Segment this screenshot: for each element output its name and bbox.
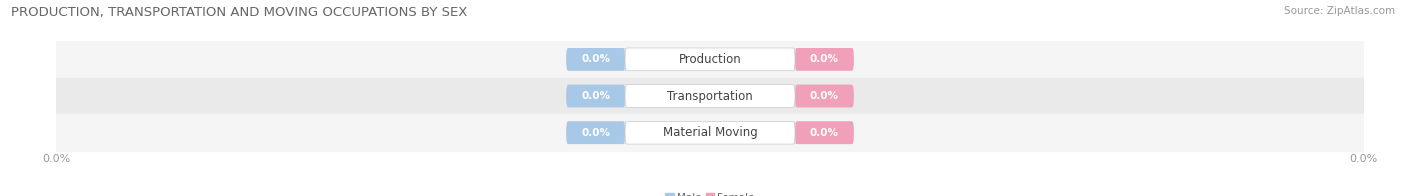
FancyBboxPatch shape	[567, 121, 626, 144]
FancyBboxPatch shape	[626, 48, 794, 71]
Text: 0.0%: 0.0%	[581, 91, 610, 101]
Text: Source: ZipAtlas.com: Source: ZipAtlas.com	[1284, 6, 1395, 16]
Legend: Male, Female: Male, Female	[661, 188, 759, 196]
FancyBboxPatch shape	[567, 48, 853, 71]
Text: 0.0%: 0.0%	[810, 91, 839, 101]
Text: 0.0%: 0.0%	[810, 54, 839, 64]
FancyBboxPatch shape	[794, 121, 853, 144]
Bar	[56, 114, 1364, 151]
Text: 0.0%: 0.0%	[581, 128, 610, 138]
FancyBboxPatch shape	[567, 85, 853, 107]
Text: PRODUCTION, TRANSPORTATION AND MOVING OCCUPATIONS BY SEX: PRODUCTION, TRANSPORTATION AND MOVING OC…	[11, 6, 468, 19]
Text: Material Moving: Material Moving	[662, 126, 758, 139]
FancyBboxPatch shape	[567, 48, 626, 71]
Text: 0.0%: 0.0%	[581, 54, 610, 64]
Text: 0.0%: 0.0%	[810, 128, 839, 138]
FancyBboxPatch shape	[794, 48, 853, 71]
Text: Production: Production	[679, 53, 741, 66]
FancyBboxPatch shape	[567, 121, 853, 144]
FancyBboxPatch shape	[567, 85, 626, 107]
Bar	[56, 41, 1364, 78]
FancyBboxPatch shape	[794, 85, 853, 107]
FancyBboxPatch shape	[626, 121, 794, 144]
FancyBboxPatch shape	[626, 85, 794, 107]
Bar	[56, 78, 1364, 114]
Text: Transportation: Transportation	[668, 90, 752, 103]
